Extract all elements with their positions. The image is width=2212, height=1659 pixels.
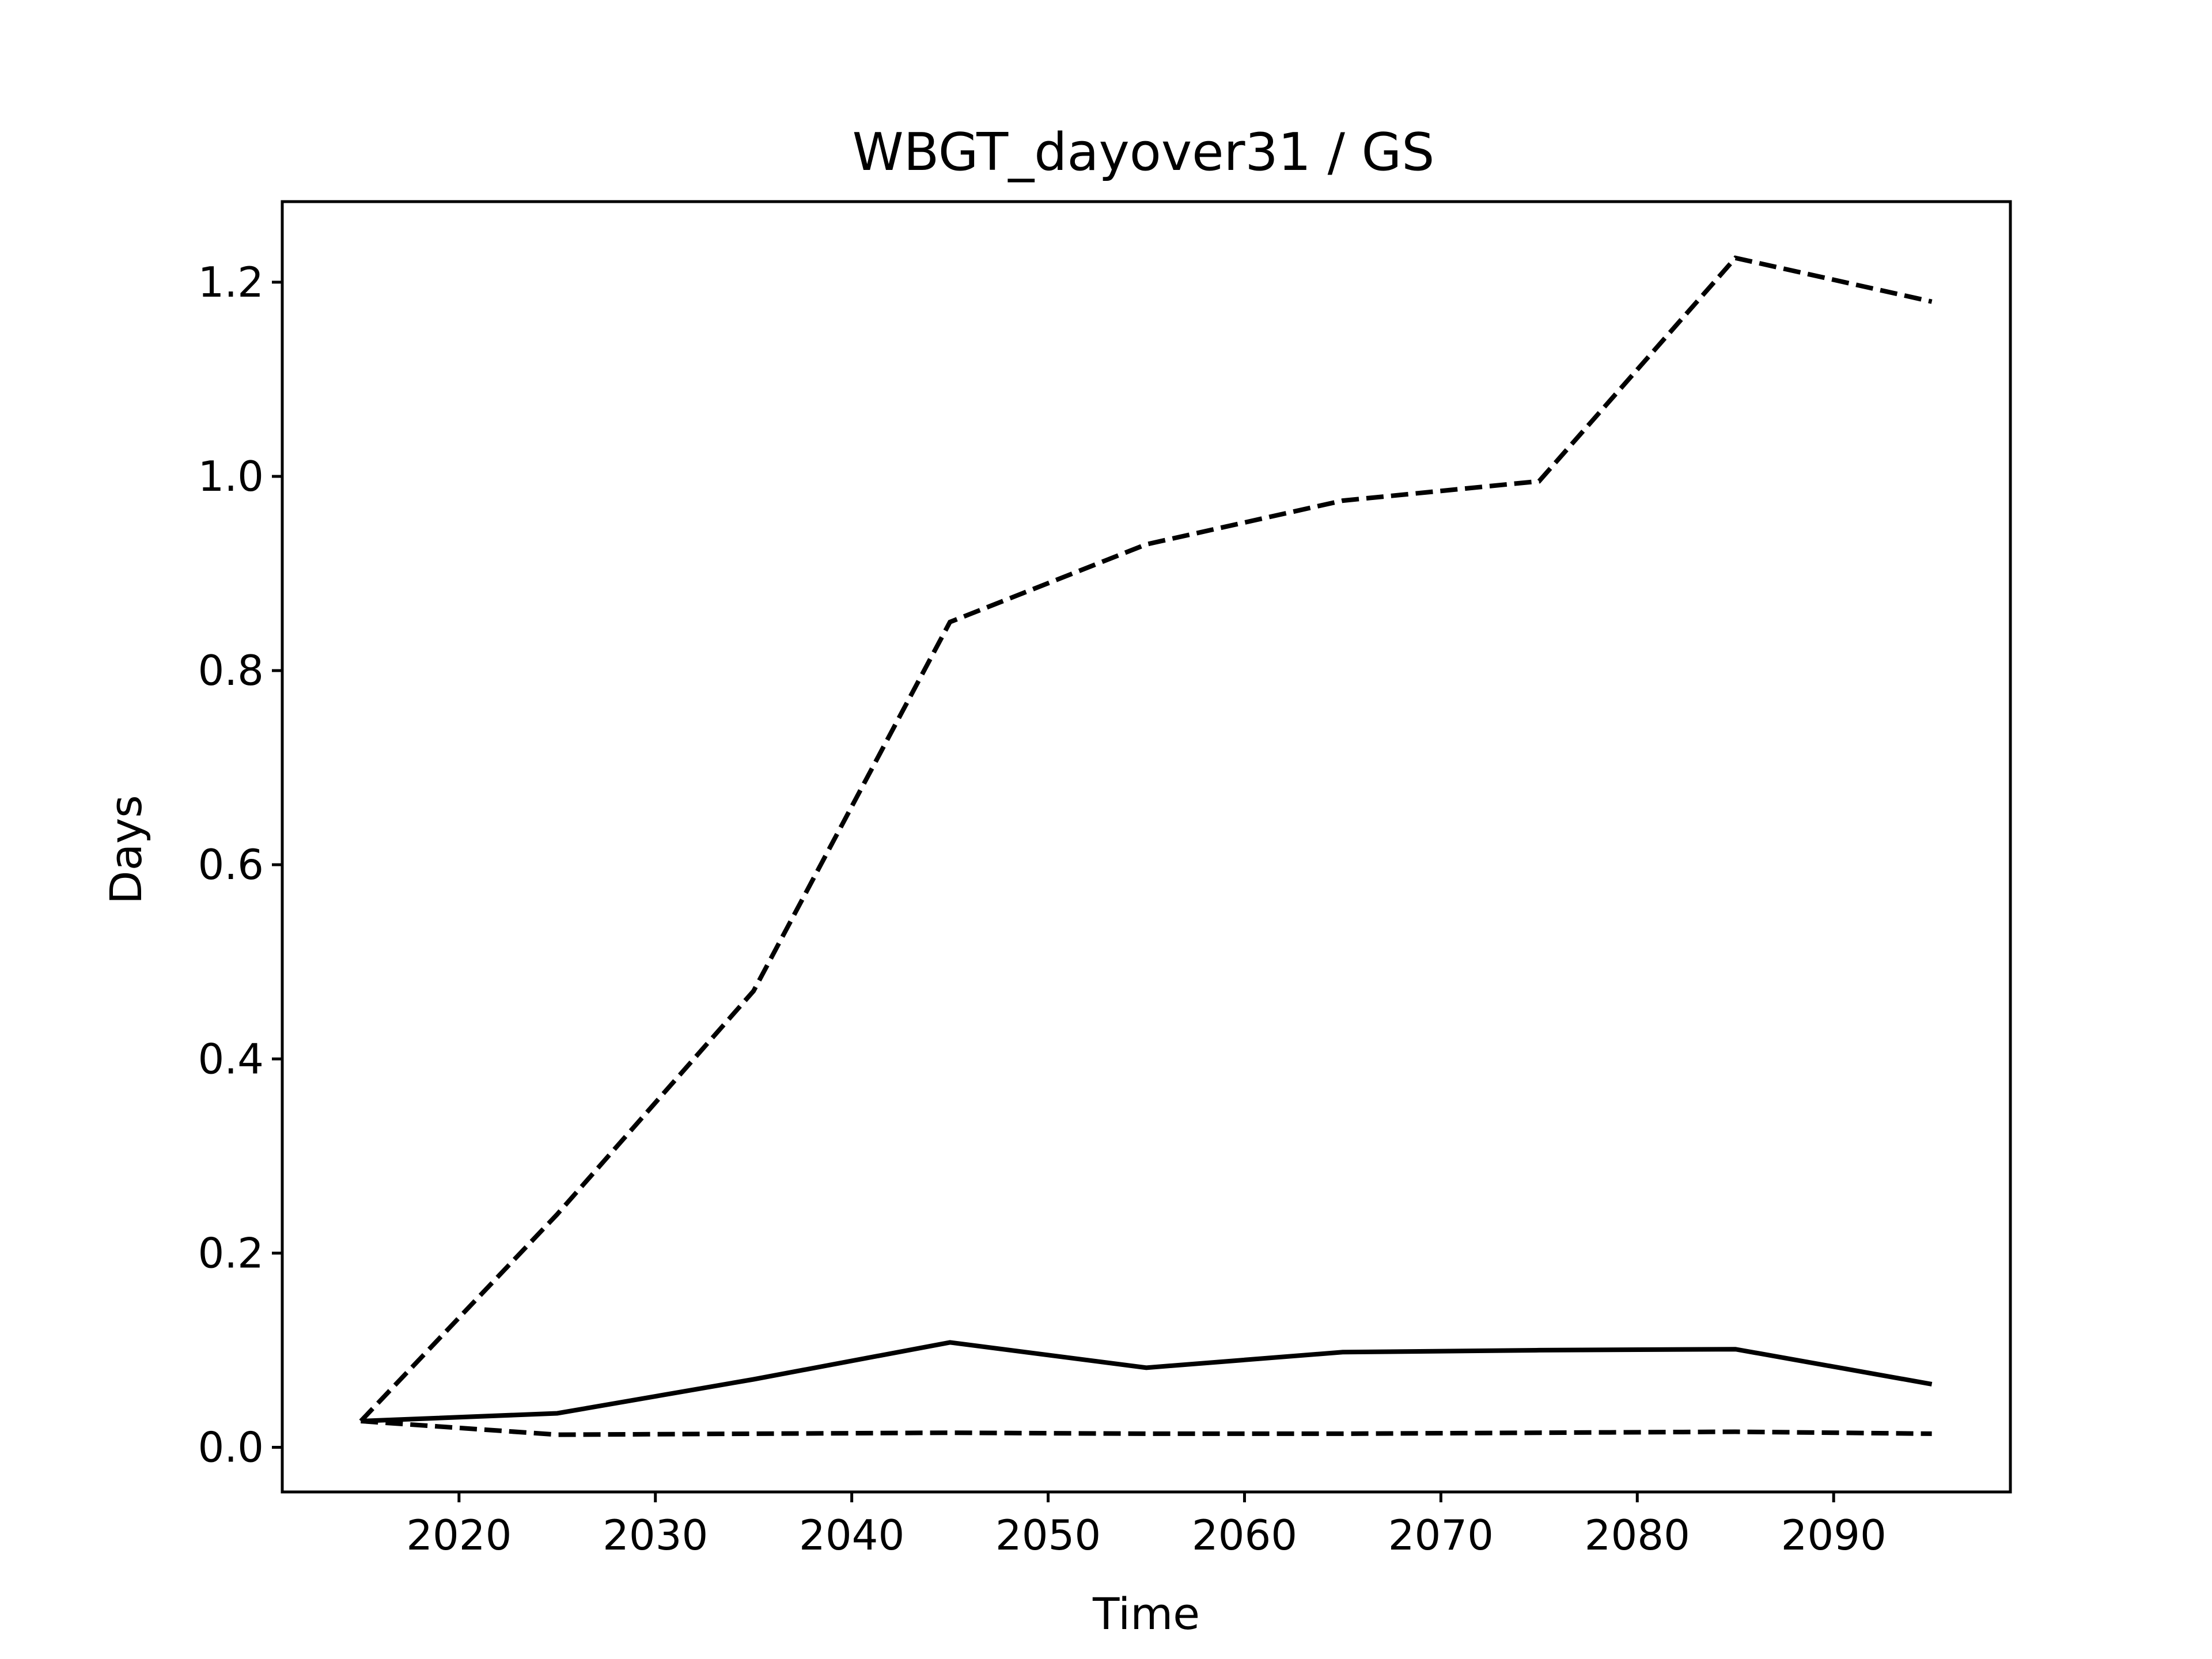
x-tick-label: 2090 xyxy=(1781,1511,1887,1559)
y-tick-label: 0.2 xyxy=(198,1229,264,1277)
y-axis-label: Days xyxy=(100,795,151,904)
x-tick-label: 2080 xyxy=(1585,1511,1690,1559)
plot-frame xyxy=(281,200,2012,1494)
x-axis-label: Time xyxy=(1092,1588,1200,1639)
y-axis: 0.0 0.2 0.4 0.6 0.8 1.0 1.2 xyxy=(198,258,282,1471)
series-line-3 xyxy=(361,1419,1932,1437)
x-tick-label: 2040 xyxy=(799,1511,904,1559)
y-tick-label: 1.0 xyxy=(198,452,264,501)
y-tick-label: 0.6 xyxy=(198,840,264,889)
x-tick-label: 2060 xyxy=(1192,1511,1297,1559)
series-line-2 xyxy=(361,1340,1933,1423)
x-tick-label: 2020 xyxy=(406,1511,512,1559)
series-layer xyxy=(359,255,1933,1437)
y-tick-label: 1.2 xyxy=(198,258,264,306)
x-tick-label: 2070 xyxy=(1388,1511,1494,1559)
y-tick-label: 0.0 xyxy=(198,1423,264,1471)
y-tick-label: 0.8 xyxy=(198,646,264,695)
x-tick-label: 2030 xyxy=(603,1511,708,1559)
x-axis: 2020 2030 2040 2050 2060 2070 2080 2090 xyxy=(406,1492,1887,1559)
y-tick-label: 0.4 xyxy=(198,1035,264,1083)
chart-title: WBGT_dayover31 / GS xyxy=(853,122,1435,183)
x-tick-label: 2050 xyxy=(995,1511,1101,1559)
series-line-1 xyxy=(359,255,1933,1423)
